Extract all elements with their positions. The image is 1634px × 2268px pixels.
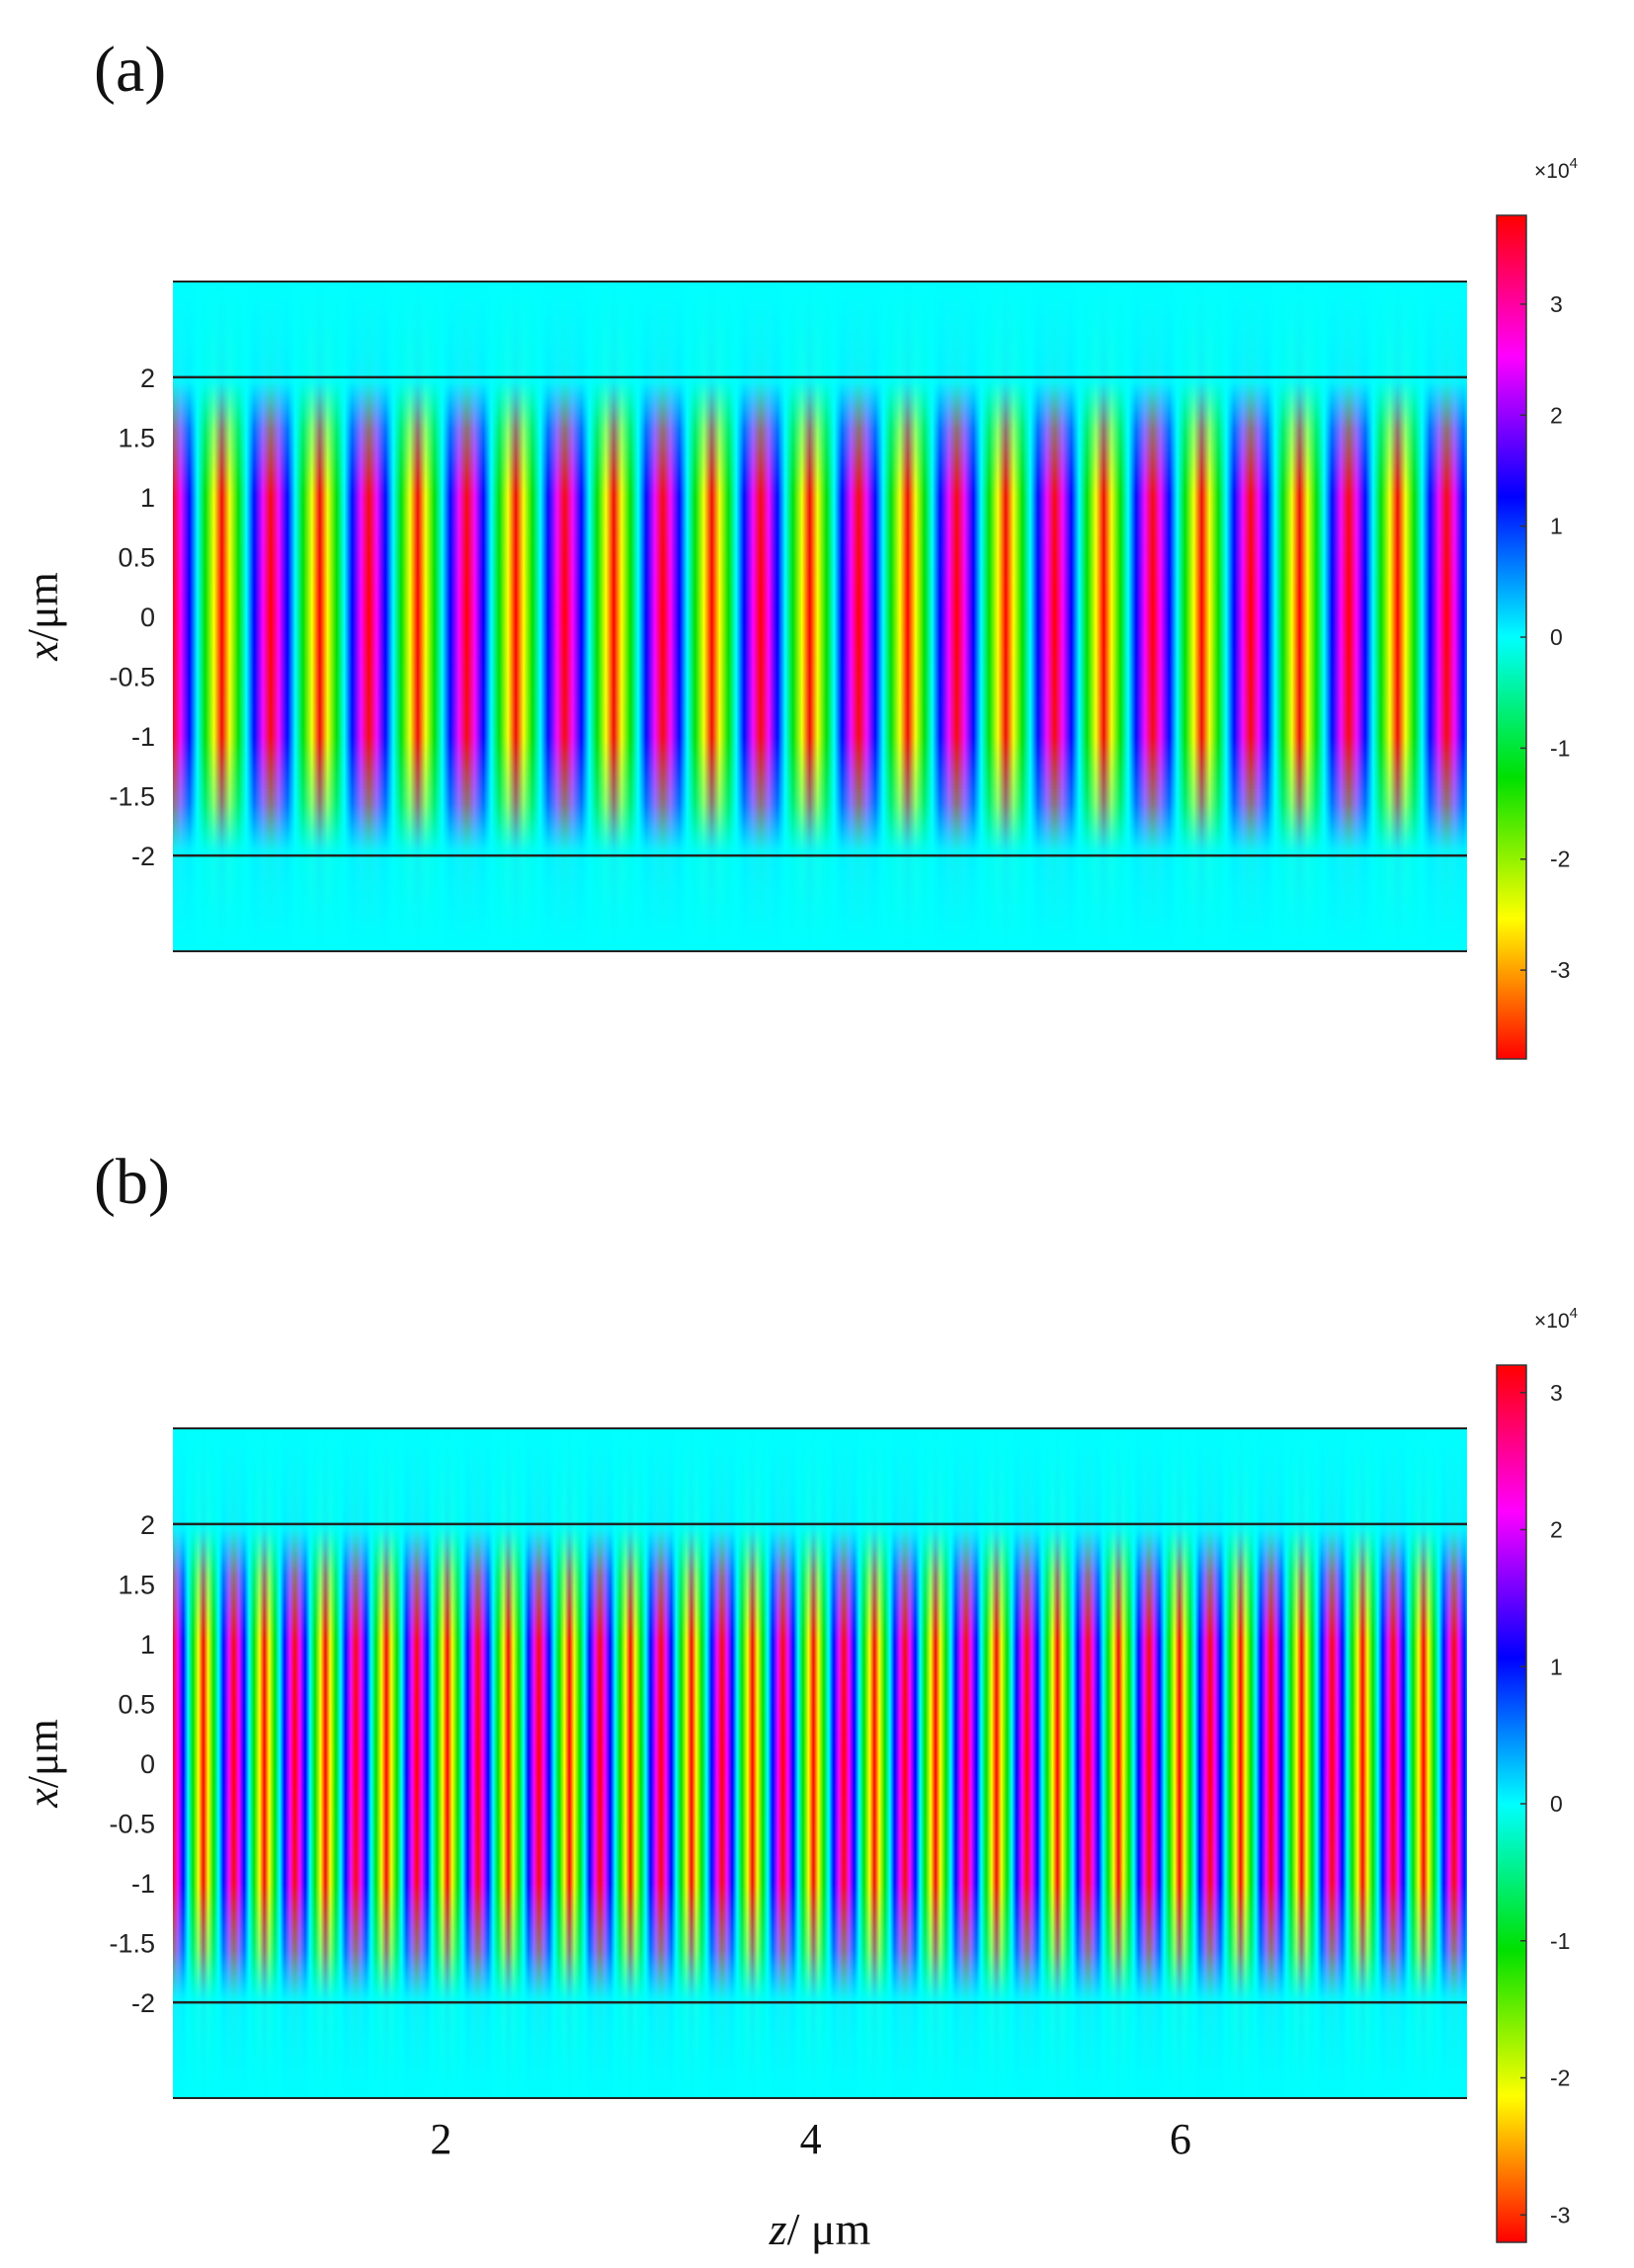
colorbar-tick-label: -3 — [1550, 957, 1570, 983]
y-tick-label: 0.5 — [118, 1689, 155, 1719]
y-tick-label: -2 — [131, 842, 155, 871]
colorbar-tick-label: 3 — [1550, 1380, 1563, 1406]
y-tick-label: 1.5 — [118, 423, 155, 452]
colorbar-tick-label: 3 — [1550, 291, 1563, 317]
colorbar-multiplier: ×104 — [1534, 1305, 1578, 1333]
y-axis-label-unit: /μm — [19, 1719, 67, 1788]
colorbar: 3 2 1 0 -1 -2 -3 ×104 — [1496, 155, 1578, 1060]
colorbar-multiplier-base: ×10 — [1534, 1310, 1570, 1333]
colorbar-tick-label: 1 — [1550, 514, 1563, 539]
colorbar-tick-label: -1 — [1550, 1928, 1570, 1954]
x-axis-label-unit: / μm — [787, 2204, 871, 2254]
y-tick-label: 2 — [140, 1510, 155, 1540]
y-tick-label: 1 — [140, 483, 155, 513]
y-axis-label-variable: x — [19, 1788, 67, 1809]
y-tick-label: 0.5 — [118, 542, 155, 572]
x-tick-label: 6 — [1170, 2115, 1191, 2163]
colorbar: 3 2 1 0 -1 -2 -3 ×104 — [1496, 1305, 1578, 2243]
colorbar-tick-label: 2 — [1550, 1517, 1563, 1543]
x-tick-label: 2 — [430, 2115, 451, 2163]
y-tick-label: -1.5 — [109, 1929, 155, 1959]
panel-label: (a) — [94, 34, 166, 106]
colorbar-tick-label: 2 — [1550, 402, 1563, 428]
colorbar-tick-label: -2 — [1550, 2066, 1570, 2091]
y-tick-label: 2 — [140, 364, 155, 393]
y-axis-label: x/μm — [19, 1719, 67, 1809]
colorbar-multiplier: ×104 — [1534, 155, 1578, 183]
y-axis-label-unit: /μm — [19, 572, 67, 641]
y-tick-label: 0 — [140, 1749, 155, 1779]
y-tick-label: -1 — [131, 1869, 155, 1899]
y-axis-label: x/μm — [19, 572, 67, 662]
colorbar-tick-label: -1 — [1550, 735, 1570, 761]
field-pattern — [173, 282, 1467, 951]
panel-label: (b) — [94, 1146, 170, 1218]
y-tick-label: -0.5 — [109, 1810, 155, 1839]
y-tick-label: -2 — [131, 1988, 155, 2018]
colorbar-multiplier-base: ×10 — [1534, 160, 1570, 183]
y-tick-label: -1.5 — [109, 782, 155, 812]
x-tick-label: 4 — [800, 2115, 822, 2163]
x-axis-label: z/ μm — [769, 2204, 871, 2254]
field-pattern — [173, 1428, 1467, 2098]
colorbar-tick-label: -3 — [1550, 2202, 1570, 2228]
y-tick-label: 1 — [140, 1630, 155, 1660]
colorbar-tick-label: -2 — [1550, 847, 1570, 872]
y-axis-label-variable: x — [19, 641, 67, 662]
x-axis-label-variable: z — [769, 2204, 787, 2254]
y-tick-label: -0.5 — [109, 663, 155, 692]
panel-b: (b) 2 1.5 1 0.5 0 -0.5 -1 -1.5 -2 x/μm 2 4 6 z/ μm 3 2 1 0… — [19, 1146, 1578, 2254]
y-tick-label: 1.5 — [118, 1570, 155, 1599]
colorbar-multiplier-exponent: 4 — [1570, 1305, 1578, 1322]
panel-a: (a) 2 1.5 1 0.5 0 -0.5 -1 -1.5 -2 x/μm 3 2 1 0 -1 -2 -3 ×1… — [19, 34, 1578, 1060]
y-tick-label: 0 — [140, 603, 155, 632]
colorbar-tick-label: 1 — [1550, 1654, 1563, 1679]
colorbar-multiplier-exponent: 4 — [1570, 155, 1578, 172]
y-tick-label: -1 — [131, 722, 155, 752]
colorbar-tick-label: 0 — [1550, 624, 1563, 650]
colorbar-tick-label: 0 — [1550, 1791, 1563, 1817]
